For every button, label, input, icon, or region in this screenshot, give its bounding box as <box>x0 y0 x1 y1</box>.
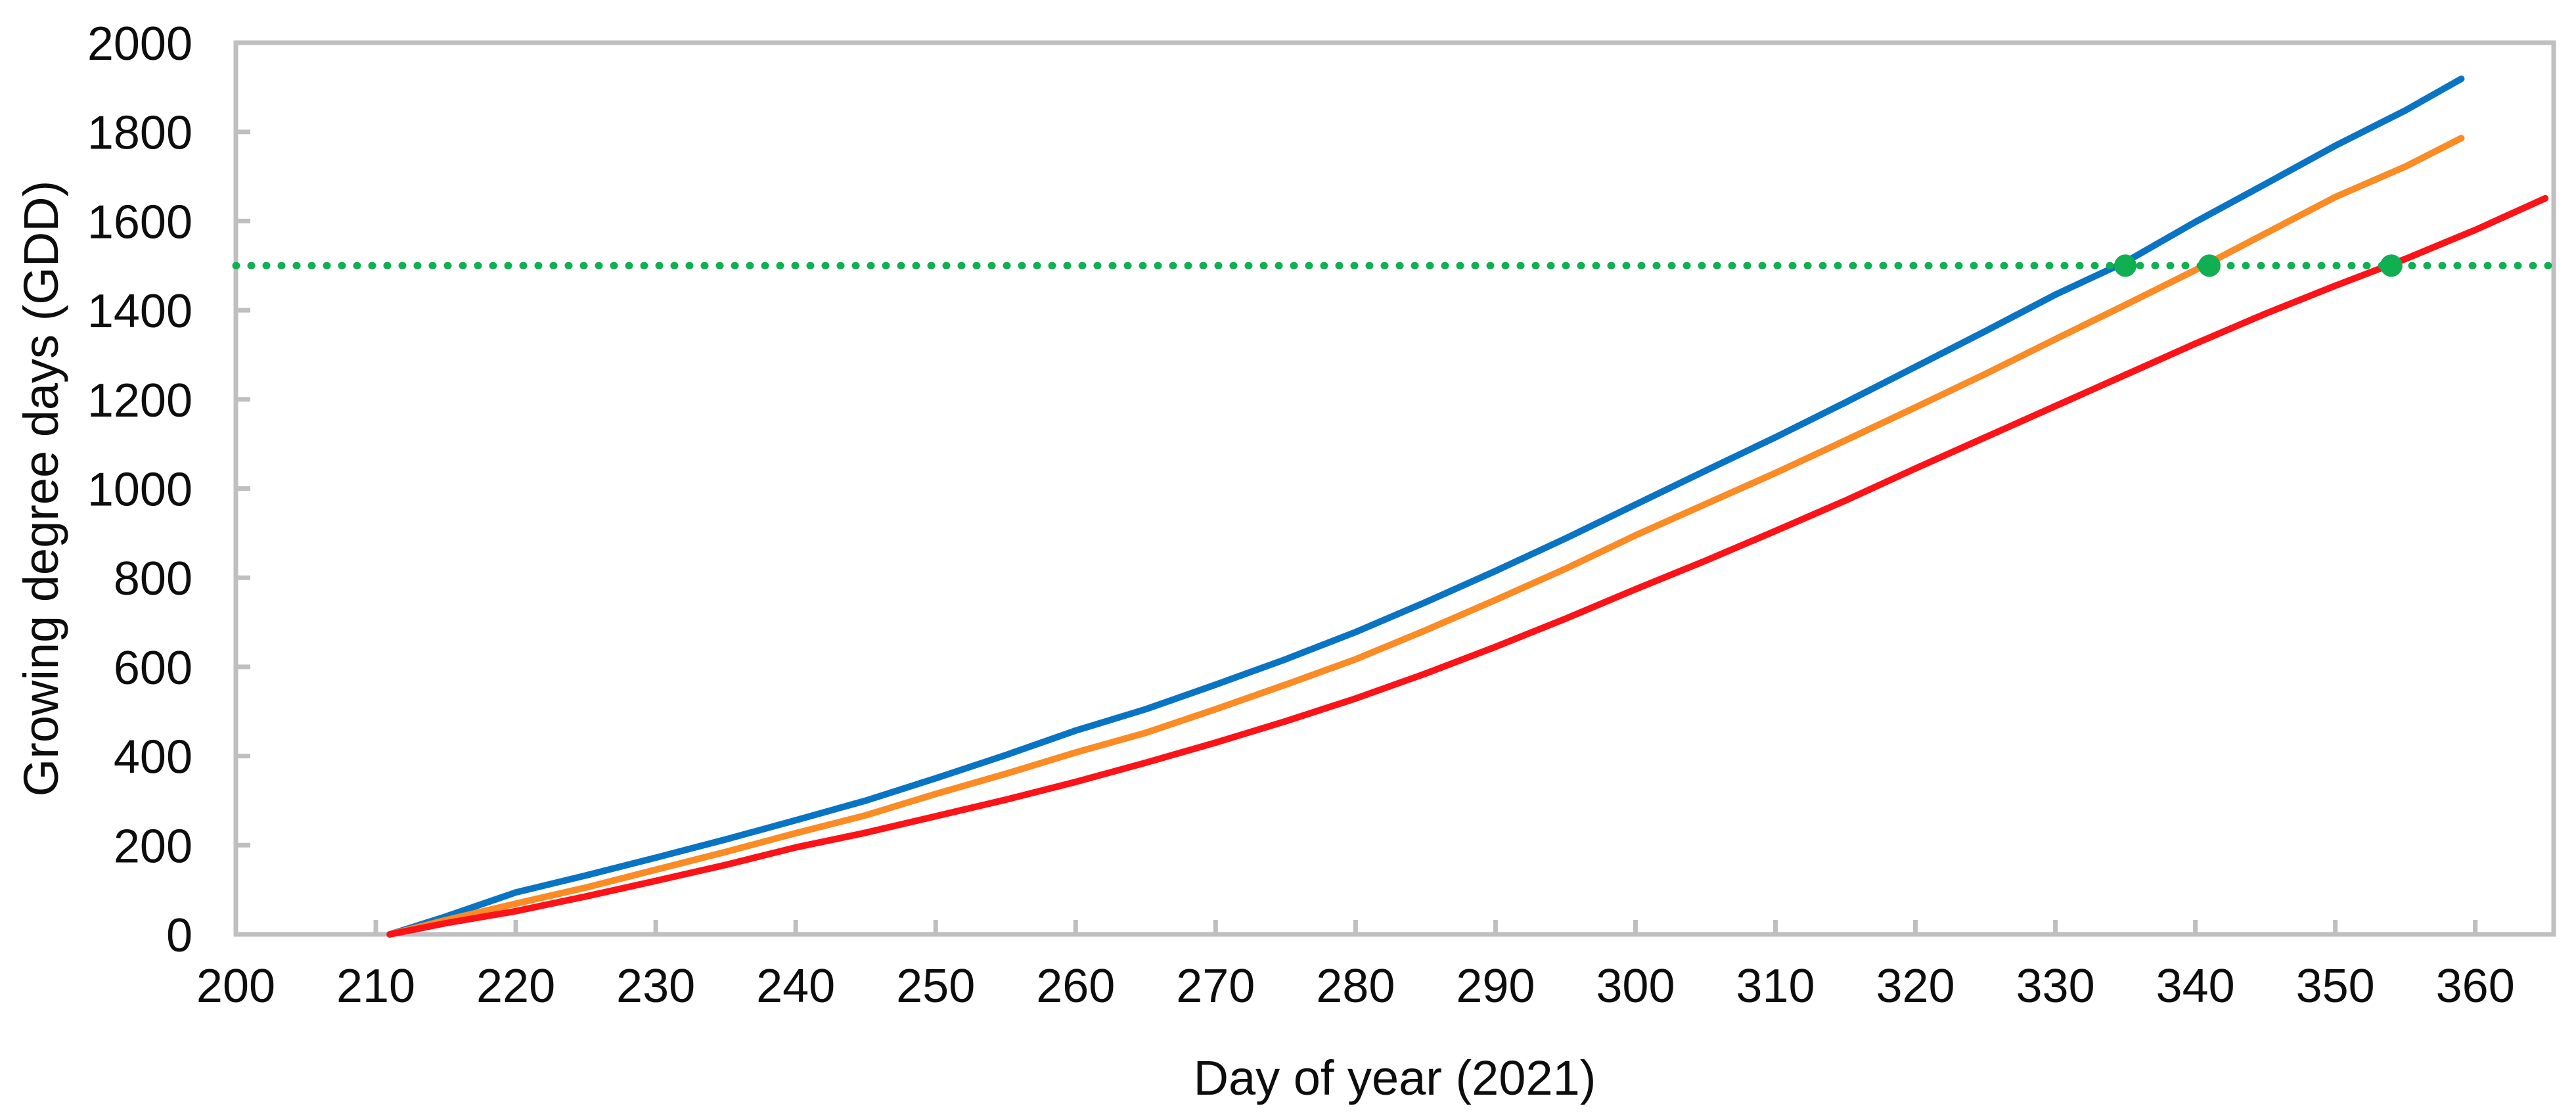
y-tick-label: 1200 <box>87 375 192 427</box>
x-tick-label: 220 <box>476 960 555 1013</box>
x-tick-label: 290 <box>1456 960 1535 1013</box>
y-tick-label: 1000 <box>87 464 192 516</box>
threshold-crossing-marker <box>2114 254 2137 277</box>
x-tick-label: 280 <box>1316 960 1395 1013</box>
y-tick-label: 0 <box>166 909 192 962</box>
x-tick-label: 240 <box>756 960 835 1013</box>
x-tick-label: 330 <box>2016 960 2094 1013</box>
x-tick-label: 310 <box>1736 960 1815 1013</box>
x-tick-label: 230 <box>616 960 695 1013</box>
y-tick-label: 2000 <box>87 18 192 70</box>
x-tick-label: 250 <box>896 960 975 1013</box>
y-tick-label: 400 <box>114 731 192 784</box>
series-line-orange-curve <box>386 135 2465 938</box>
y-tick-label: 600 <box>114 642 192 695</box>
y-tick-label: 1400 <box>87 285 192 338</box>
x-axis-title: Day of year (2021) <box>1193 1051 1596 1105</box>
series-line-blue-curve <box>386 76 2465 938</box>
x-tick-label: 320 <box>1876 960 1955 1013</box>
y-tick-label: 800 <box>114 553 192 605</box>
threshold-crossing-marker <box>2380 254 2403 277</box>
series-line-red-curve <box>386 194 2549 938</box>
y-tick-label: 1600 <box>87 196 192 248</box>
plot-border <box>233 40 2556 937</box>
y-axis-title: Growing degree days (GDD) <box>14 180 68 797</box>
x-tick-label: 300 <box>1596 960 1675 1013</box>
x-tick-label: 210 <box>336 960 415 1013</box>
x-tick-label: 360 <box>2436 960 2515 1013</box>
y-tick-label: 200 <box>114 820 192 873</box>
x-tick-label: 260 <box>1036 960 1115 1013</box>
threshold-crossing-marker <box>2198 254 2221 277</box>
x-tick-label: 350 <box>2296 960 2375 1013</box>
x-tick-label: 270 <box>1176 960 1255 1013</box>
x-tick-label: 340 <box>2156 960 2235 1013</box>
y-tick-label: 1800 <box>87 107 192 160</box>
x-tick-label: 200 <box>196 960 275 1013</box>
